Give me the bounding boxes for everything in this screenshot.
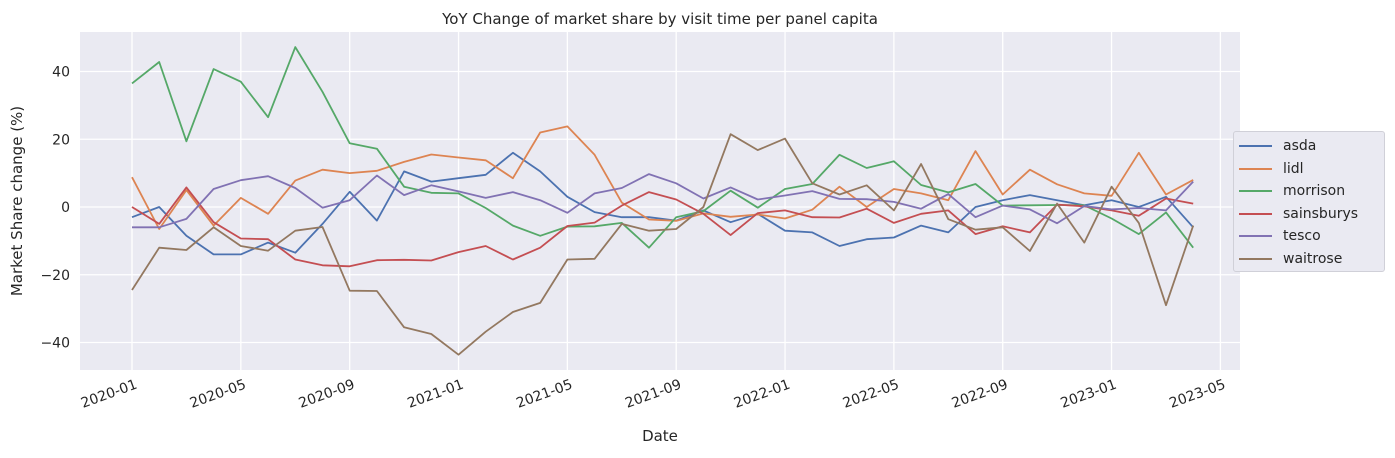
legend-item-sainsburys: sainsburys <box>1234 203 1358 225</box>
legend-label: lidl <box>1283 160 1304 177</box>
series-line-sainsburys <box>131 186 1194 268</box>
legend-swatch <box>1239 257 1272 260</box>
legend-label: asda <box>1283 138 1317 154</box>
legend-label: morrison <box>1283 183 1346 199</box>
legend-item-lidl: lidl <box>1234 158 1304 180</box>
x-tick-label: 2020-05 <box>188 377 248 412</box>
x-tick-label: 2022-05 <box>841 377 901 412</box>
x-tick-label: 2021-01 <box>405 377 465 412</box>
chart-title: YoY Change of market share by visit time… <box>441 10 878 28</box>
x-tick-label: 2020-09 <box>297 377 357 412</box>
y-axis-label: Market Share change (%) <box>8 106 26 296</box>
legend-item-asda: asda <box>1234 135 1316 157</box>
x-tick-label: 2023-01 <box>1058 377 1118 412</box>
legend-swatch <box>1239 190 1272 192</box>
y-tick-label: 20 <box>52 132 70 148</box>
series-line-asda <box>131 151 1194 256</box>
x-tick-label: 2022-01 <box>732 377 792 412</box>
legend-label: tesco <box>1283 228 1321 244</box>
legend-swatch <box>1239 145 1272 147</box>
x-tick-label: 2021-05 <box>514 377 574 412</box>
legend-swatch <box>1239 167 1272 170</box>
series-line-morrison <box>131 46 1194 249</box>
legend-item-morrison: morrison <box>1234 180 1345 202</box>
y-tick-label: 0 <box>61 200 70 216</box>
x-tick-label: 2023-05 <box>1167 377 1227 412</box>
legend-label: sainsburys <box>1283 205 1359 222</box>
y-axis-ticks: −40 −20 0 20 40 <box>40 65 70 352</box>
legend-label: waitrose <box>1283 250 1343 267</box>
y-tick-label: −20 <box>40 268 70 284</box>
legend-swatch <box>1239 235 1272 237</box>
y-tick-label: −40 <box>40 336 70 352</box>
series-line-tesco <box>132 173 1194 229</box>
series-lines <box>131 46 1195 356</box>
legend-swatch <box>1239 212 1272 215</box>
series-line-lidl <box>131 125 1194 230</box>
x-tick-label: 2020-01 <box>79 377 139 412</box>
legend-item-waitrose: waitrose <box>1234 248 1342 270</box>
x-axis-label: Date <box>642 427 678 445</box>
chart-legend: asda lidl morrison sainsburys tesco waitrose <box>1233 131 1385 272</box>
legend-item-tesco: tesco <box>1234 225 1321 247</box>
y-tick-label: 40 <box>52 65 70 81</box>
x-axis-ticks: 2020-01 2020-05 2020-09 2021-01 2021-05 2021-… <box>79 377 1228 412</box>
plot-area <box>80 32 1240 370</box>
x-tick-label: 2021-09 <box>623 377 683 412</box>
series-line-waitrose <box>131 133 1195 356</box>
x-tick-label: 2022-09 <box>950 377 1010 412</box>
